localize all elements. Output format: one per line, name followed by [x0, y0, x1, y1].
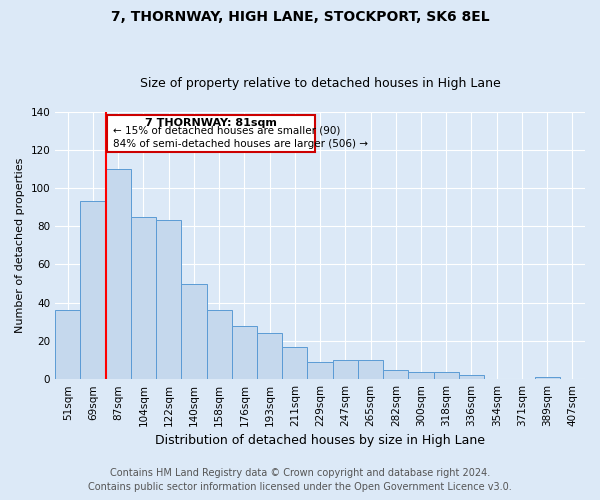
- Bar: [282, 346, 307, 379]
- Bar: [106, 169, 131, 379]
- Title: Size of property relative to detached houses in High Lane: Size of property relative to detached ho…: [140, 76, 500, 90]
- Bar: [434, 372, 459, 379]
- Y-axis label: Number of detached properties: Number of detached properties: [15, 158, 25, 333]
- Text: ← 15% of detached houses are smaller (90): ← 15% of detached houses are smaller (90…: [113, 126, 341, 136]
- FancyBboxPatch shape: [107, 116, 315, 152]
- Bar: [459, 376, 484, 379]
- Bar: [156, 220, 181, 379]
- Text: 84% of semi-detached houses are larger (506) →: 84% of semi-detached houses are larger (…: [113, 139, 368, 149]
- Bar: [535, 378, 560, 379]
- Bar: [232, 326, 257, 379]
- Bar: [358, 360, 383, 379]
- Bar: [131, 216, 156, 379]
- Text: Contains HM Land Registry data © Crown copyright and database right 2024.
Contai: Contains HM Land Registry data © Crown c…: [88, 468, 512, 492]
- Bar: [80, 202, 106, 379]
- Text: 7, THORNWAY, HIGH LANE, STOCKPORT, SK6 8EL: 7, THORNWAY, HIGH LANE, STOCKPORT, SK6 8…: [110, 10, 490, 24]
- Bar: [257, 334, 282, 379]
- Text: 7 THORNWAY: 81sqm: 7 THORNWAY: 81sqm: [145, 118, 277, 128]
- Bar: [181, 284, 206, 379]
- Bar: [383, 370, 409, 379]
- Bar: [307, 362, 332, 379]
- Bar: [332, 360, 358, 379]
- X-axis label: Distribution of detached houses by size in High Lane: Distribution of detached houses by size …: [155, 434, 485, 448]
- Bar: [409, 372, 434, 379]
- Bar: [55, 310, 80, 379]
- Bar: [206, 310, 232, 379]
